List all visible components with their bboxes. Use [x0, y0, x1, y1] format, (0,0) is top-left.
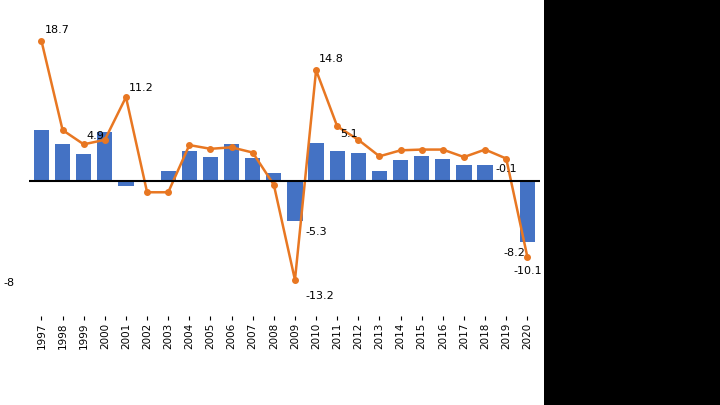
Text: -8: -8 [4, 279, 14, 288]
Bar [414, 156, 429, 181]
Bar [456, 165, 472, 181]
Bar [76, 154, 91, 181]
Bar [308, 143, 324, 181]
Bar [140, 180, 155, 181]
Text: 5.1: 5.1 [341, 129, 358, 139]
Bar [203, 157, 218, 181]
Text: -5.3: -5.3 [305, 227, 327, 237]
Bar [181, 151, 197, 181]
Text: 4.9: 4.9 [87, 130, 105, 141]
Bar [287, 181, 302, 221]
Bar [161, 171, 176, 181]
Text: -10.1: -10.1 [513, 266, 541, 276]
Bar [520, 181, 535, 243]
Bar [477, 164, 492, 181]
Text: -13.2: -13.2 [305, 291, 334, 301]
Bar [118, 181, 134, 185]
Bar [55, 144, 71, 181]
Bar [266, 173, 282, 181]
Bar [245, 158, 261, 181]
Text: -8.2: -8.2 [503, 248, 525, 258]
Bar [330, 151, 345, 181]
Bar [97, 132, 112, 181]
Bar [393, 160, 408, 181]
Bar [351, 153, 366, 181]
Bar [435, 159, 451, 181]
Text: 14.8: 14.8 [319, 54, 344, 64]
Text: 18.7: 18.7 [45, 25, 70, 35]
Bar [498, 181, 514, 182]
Text: -0.1: -0.1 [495, 164, 517, 174]
Text: 11.2: 11.2 [129, 83, 154, 94]
Bar [224, 144, 239, 181]
Bar [372, 171, 387, 181]
Bar [34, 130, 49, 181]
